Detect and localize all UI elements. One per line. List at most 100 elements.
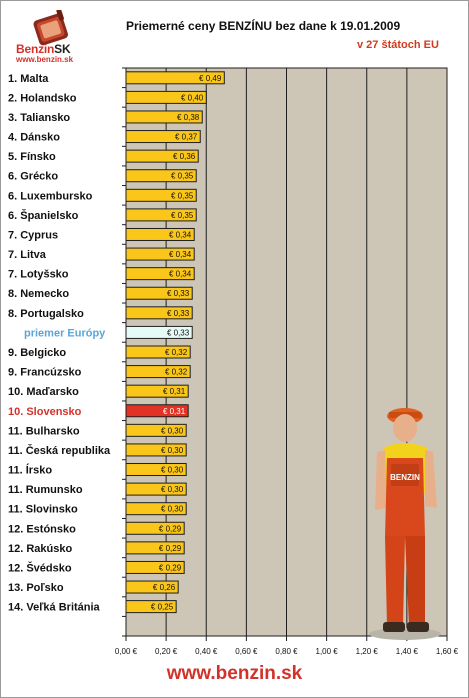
bar bbox=[125, 345, 191, 359]
data-label: € 0,34 bbox=[169, 270, 192, 279]
bar bbox=[125, 423, 187, 437]
category-label: priemer Európy bbox=[24, 327, 106, 339]
bar bbox=[125, 90, 207, 104]
category-label: 7. Litva bbox=[8, 249, 47, 261]
bar bbox=[125, 560, 185, 574]
mechanic-mascot-icon: BENZIN bbox=[369, 408, 441, 640]
category-label: 11. Rumunsko bbox=[8, 484, 83, 496]
bar bbox=[125, 600, 177, 614]
data-label: € 0,29 bbox=[159, 544, 182, 553]
category-label: 11. Slovinsko bbox=[8, 504, 78, 516]
category-label: 6. Luxembursko bbox=[8, 190, 93, 202]
data-label: € 0,30 bbox=[161, 485, 184, 494]
data-label: € 0,31 bbox=[163, 387, 186, 396]
data-label: € 0,33 bbox=[167, 309, 190, 318]
x-tick-label: 0,00 € bbox=[115, 647, 138, 656]
category-label: 11. Česká republika bbox=[8, 444, 111, 457]
category-label: 11. Bulharsko bbox=[8, 425, 80, 437]
category-label: 13. Poľsko bbox=[8, 582, 64, 594]
bar bbox=[125, 149, 199, 163]
bar bbox=[125, 227, 195, 241]
data-label: € 0,30 bbox=[161, 446, 184, 455]
category-label: 4. Dánsko bbox=[8, 132, 60, 144]
data-label: € 0,33 bbox=[167, 289, 190, 298]
bar bbox=[125, 502, 187, 516]
category-label: 10. Maďarsko bbox=[8, 386, 79, 398]
x-tick-label: 0,40 € bbox=[195, 647, 218, 656]
logo-brand: BenzinSK bbox=[16, 42, 71, 56]
category-label: 3. Taliansko bbox=[8, 112, 70, 124]
x-tick-label: 1,20 € bbox=[356, 647, 379, 656]
data-label: € 0,49 bbox=[199, 74, 222, 83]
category-label: 9. Belgicko bbox=[8, 347, 66, 359]
category-label: 11. Írsko bbox=[8, 464, 52, 477]
bar bbox=[125, 286, 193, 300]
category-label: 8. Portugalsko bbox=[8, 308, 84, 320]
svg-text:BENZIN: BENZIN bbox=[390, 473, 420, 482]
data-label: € 0,35 bbox=[171, 172, 194, 181]
logo-url: www.benzin.sk bbox=[16, 55, 74, 64]
category-label: 6. Grécko bbox=[8, 171, 58, 183]
logo-brand-suffix: SK bbox=[54, 42, 71, 56]
bar bbox=[125, 169, 197, 183]
bar bbox=[125, 130, 201, 144]
category-label: 14. Veľká Británia bbox=[8, 602, 101, 614]
bar bbox=[125, 443, 187, 457]
data-label: € 0,26 bbox=[153, 583, 176, 592]
bar bbox=[125, 384, 189, 398]
bar bbox=[125, 208, 197, 222]
category-label: 12. Švédsko bbox=[8, 561, 72, 574]
data-label: € 0,40 bbox=[181, 93, 204, 102]
category-label: 9. Francúzsko bbox=[8, 367, 82, 379]
bar bbox=[125, 188, 197, 202]
data-label: € 0,33 bbox=[167, 328, 190, 337]
category-label: 7. Lotyšsko bbox=[8, 269, 69, 281]
data-label: € 0,34 bbox=[169, 230, 192, 239]
data-label: € 0,35 bbox=[171, 211, 194, 220]
bar-highlight bbox=[125, 404, 189, 418]
bar bbox=[125, 482, 187, 496]
data-label: € 0,32 bbox=[165, 348, 188, 357]
bar bbox=[125, 541, 185, 555]
data-label: € 0,29 bbox=[159, 563, 182, 572]
bar-average bbox=[125, 325, 193, 339]
x-tick-label: 1,60 € bbox=[436, 647, 459, 656]
x-tick-label: 0,60 € bbox=[235, 647, 258, 656]
category-label: 2. Holandsko bbox=[8, 92, 77, 104]
category-label: 12. Estónsko bbox=[8, 523, 76, 535]
category-label: 1. Malta bbox=[8, 73, 49, 85]
data-label: € 0,30 bbox=[161, 426, 184, 435]
category-label: 6. Španielsko bbox=[8, 209, 79, 222]
category-label: 10. Slovensko bbox=[8, 406, 82, 418]
data-label: € 0,29 bbox=[159, 524, 182, 533]
bar bbox=[125, 306, 193, 320]
bar bbox=[125, 267, 195, 281]
x-tick-label: 0,80 € bbox=[275, 647, 298, 656]
data-label: € 0,31 bbox=[163, 407, 186, 416]
bar bbox=[125, 463, 187, 477]
data-label: € 0,36 bbox=[173, 152, 196, 161]
footer-url: www.benzin.sk bbox=[166, 663, 303, 684]
benzin-logo-icon bbox=[33, 10, 68, 46]
x-tick-label: 1,40 € bbox=[396, 647, 419, 656]
data-label: € 0,25 bbox=[151, 603, 174, 612]
x-tick-label: 1,00 € bbox=[316, 647, 339, 656]
data-label: € 0,35 bbox=[171, 191, 194, 200]
category-label: 5. Fínsko bbox=[8, 151, 56, 163]
data-label: € 0,38 bbox=[177, 113, 200, 122]
bar bbox=[125, 521, 185, 535]
data-label: € 0,37 bbox=[175, 133, 198, 142]
data-label: € 0,30 bbox=[161, 505, 184, 514]
data-label: € 0,34 bbox=[169, 250, 192, 259]
bar bbox=[125, 247, 195, 261]
bar bbox=[125, 71, 225, 85]
x-tick-label: 0,20 € bbox=[155, 647, 178, 656]
logo-brand-main: Benzin bbox=[16, 42, 55, 56]
bar bbox=[125, 110, 203, 124]
chart-subtitle: v 27 štátoch EU bbox=[357, 39, 439, 51]
category-label: 12. Rakúsko bbox=[8, 543, 72, 555]
chart-title: Priemerné ceny BENZÍNU bez dane k 19.01.… bbox=[126, 19, 401, 33]
category-label: 7. Cyprus bbox=[8, 229, 58, 241]
data-label: € 0,30 bbox=[161, 466, 184, 475]
